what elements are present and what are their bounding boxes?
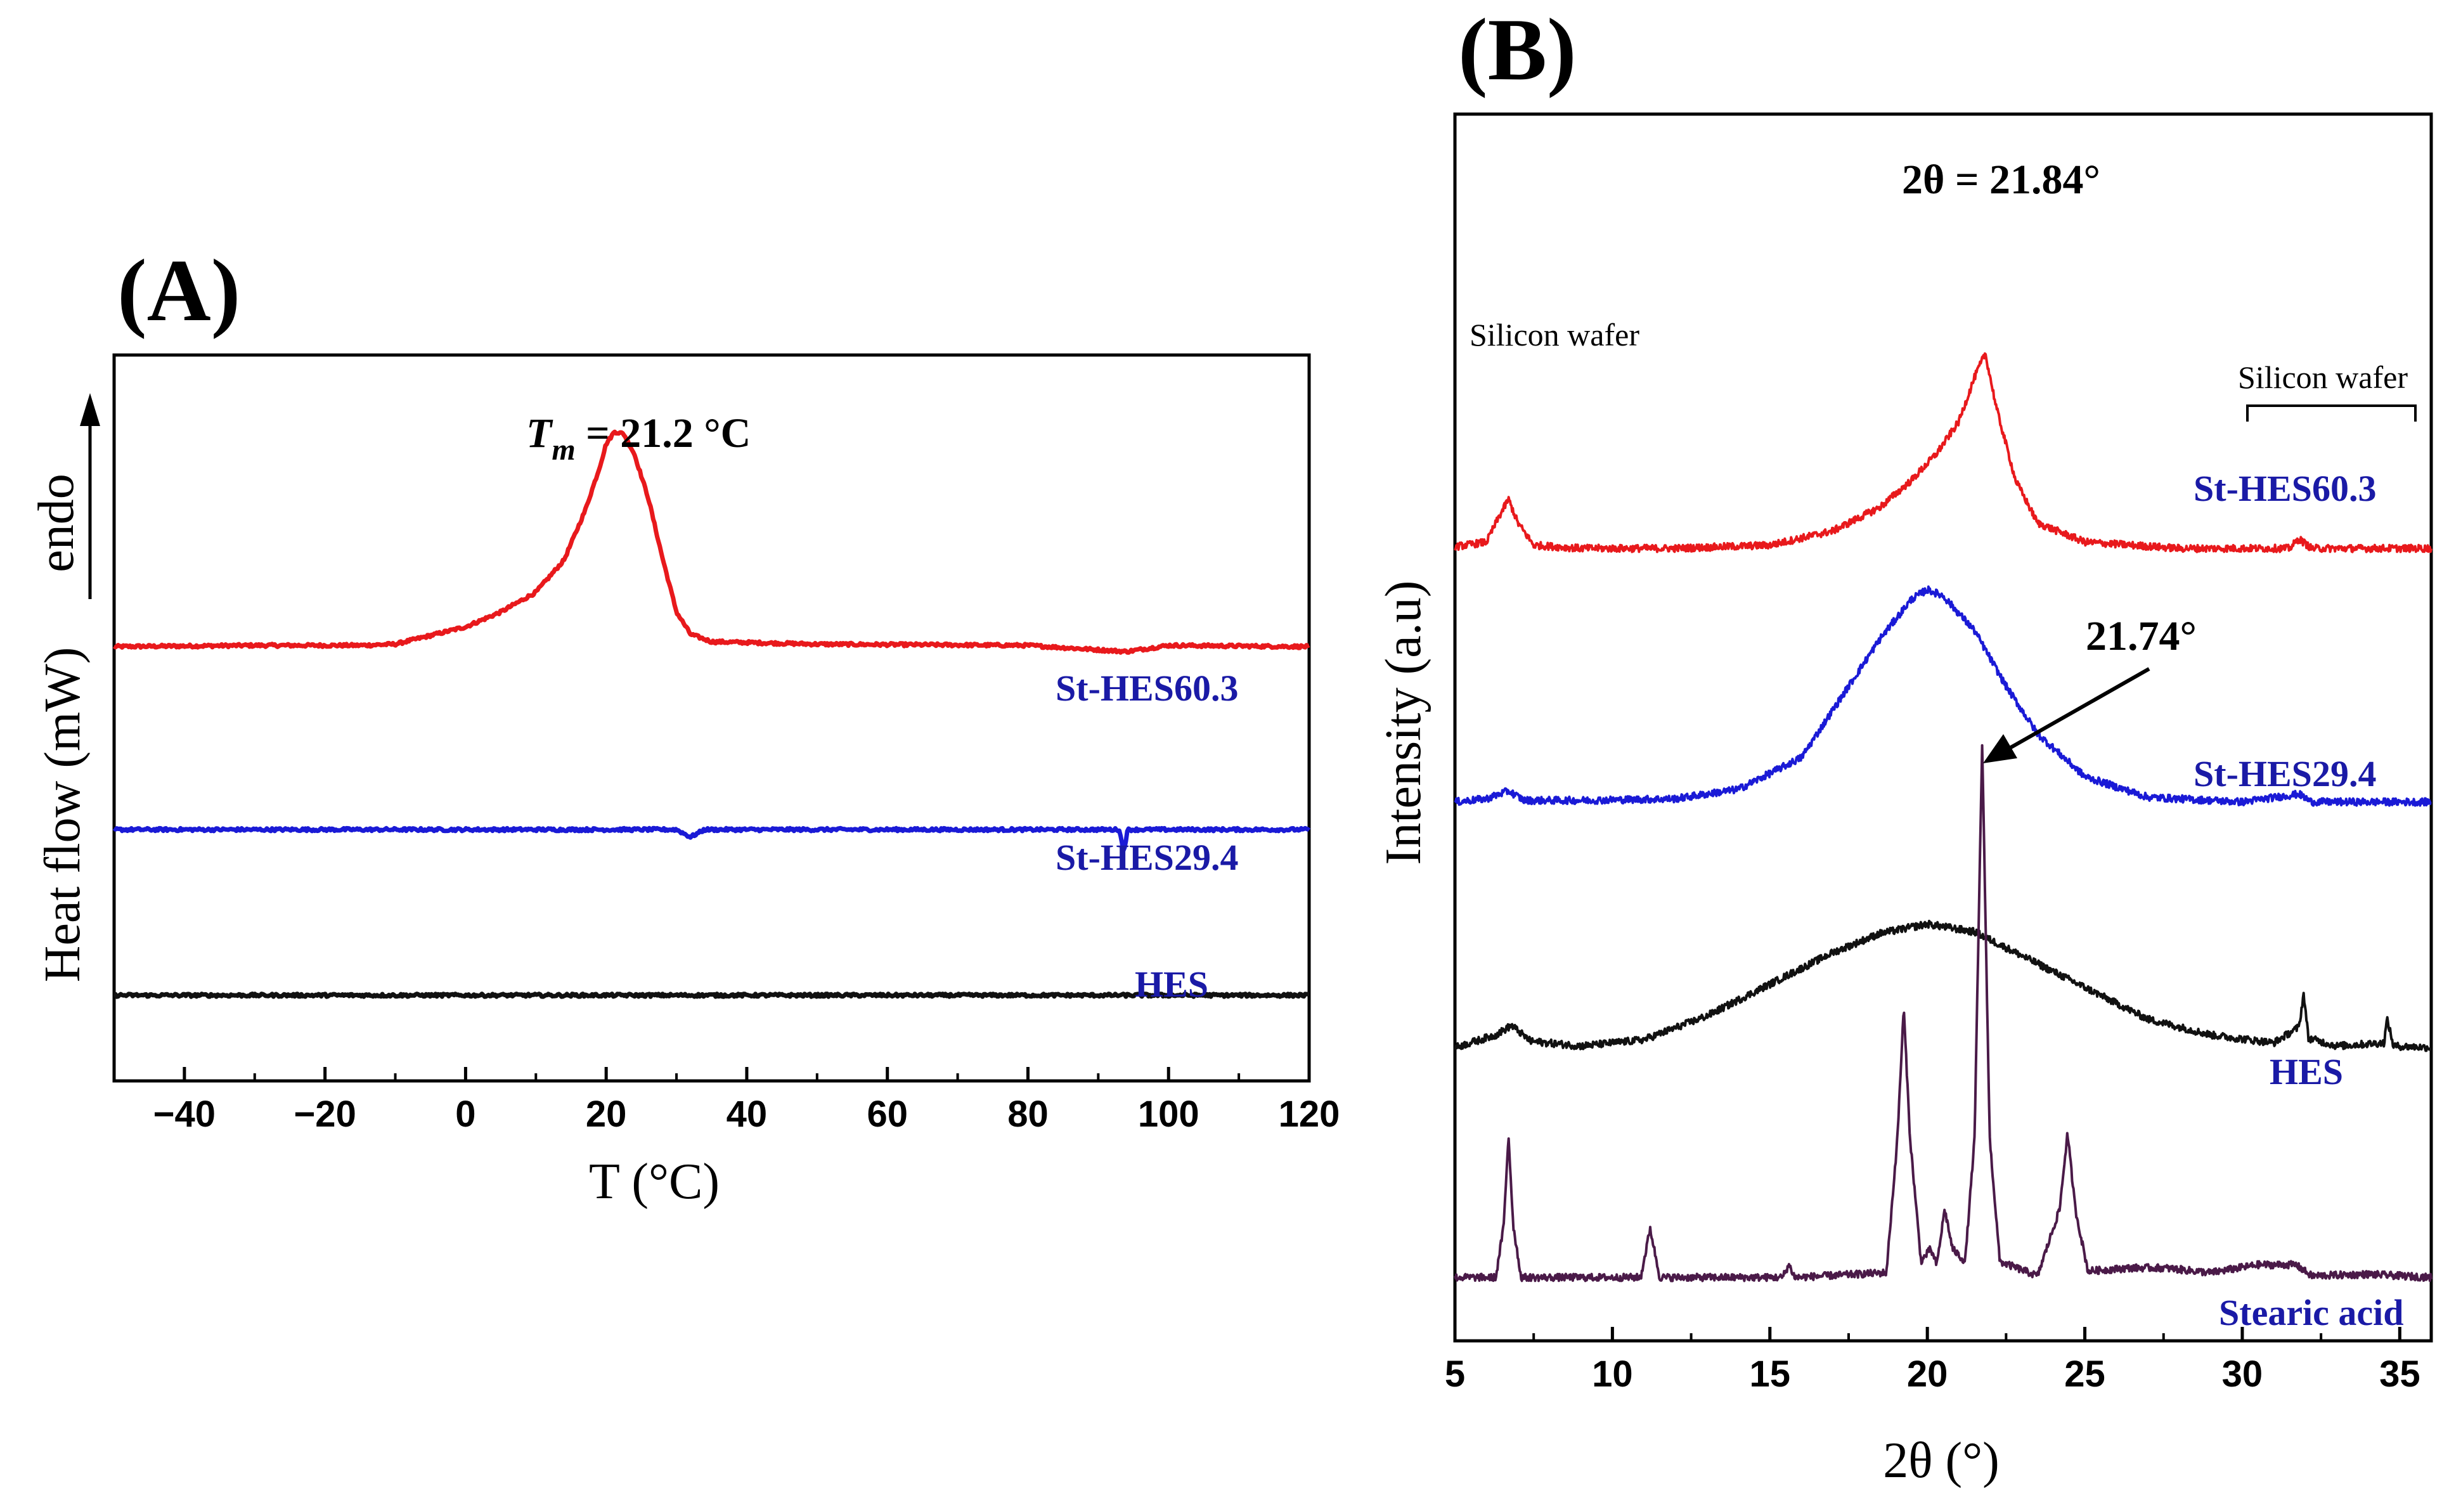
- annotation-arrow-head: [1983, 734, 2017, 763]
- series-label-st-hes29-4-a: St-HES29.4: [1056, 837, 1238, 878]
- panel-b-x-tick-label-25: 25: [2064, 1354, 2105, 1395]
- panel-a-x-tick-label-0: 0: [455, 1094, 475, 1135]
- annotation-2theta-21-84: 2θ = 21.84°: [1902, 157, 2100, 203]
- panel-b-x-tick-label-30: 30: [2222, 1354, 2263, 1395]
- tm-annotation-value: = 21.2 °C: [576, 410, 751, 456]
- panel-b-y-axis-title: Intensity (a.u): [1376, 581, 1431, 865]
- series-label-hes-b: HES: [2270, 1051, 2343, 1092]
- tm-annotation-symbol: T: [526, 410, 553, 456]
- annotation-silicon-wafer-right: Silicon wafer: [2238, 359, 2408, 395]
- panel-b-x-ticks: 5 10 15 20 25 30 35: [1445, 1327, 2420, 1395]
- annotation-arrow-shaft: [2008, 667, 2150, 750]
- panel-a-series-line-hes: [113, 992, 1310, 999]
- panel-a-x-ticks: −40 −20 0 20 40 60 80 100 120: [113, 1067, 1340, 1135]
- panel-b-x-tick-label-5: 5: [1445, 1354, 1465, 1395]
- panel-b-series-line-hes: [1454, 919, 2432, 1052]
- series-label-hes-a: HES: [1135, 964, 1208, 1005]
- panel-a-x-tick-label-20: 20: [586, 1094, 627, 1135]
- panel-a-x-tick-label-100: 100: [1138, 1094, 1199, 1135]
- panel-a-x-tick-label-40: −40: [153, 1094, 216, 1135]
- silicon-wafer-bracket: [2246, 404, 2417, 422]
- tm-annotation-subscript: m: [552, 433, 575, 467]
- panel-a-y-axis-title: Heat flow (mW): [35, 647, 91, 983]
- panel-b-series-line-st-hes29-4: [1454, 585, 2432, 807]
- panel-a-series-line-st-hes60-3: [112, 429, 1310, 655]
- series-label-stearic-acid: Stearic acid: [2219, 1292, 2404, 1333]
- panel-b-series: [1454, 352, 2433, 1283]
- panel-b-x-tick-label-15: 15: [1750, 1354, 1791, 1395]
- annotation-silicon-wafer-left: Silicon wafer: [1470, 317, 1639, 352]
- series-label-st-hes29-4-b: St-HES29.4: [2194, 753, 2376, 794]
- panel-a-x-tick-label-60: 60: [867, 1094, 908, 1135]
- panel-a-plot-frame: [112, 353, 1311, 1083]
- panel-b-x-axis-title: 2θ (°): [1883, 1433, 2000, 1489]
- endo-arrow-head: [80, 393, 100, 426]
- panel-b-x-tick-label-20: 20: [1907, 1354, 1948, 1395]
- panel-a-x-tick-label-80: 80: [1007, 1094, 1049, 1135]
- tm-annotation: Tm = 21.2 °C: [526, 410, 751, 467]
- panel-a: (A) −40 −20 0 20 40 60 80 100 120 T (°C) Heat fl…: [29, 242, 1340, 1210]
- series-label-st-hes60-3-a: St-HES60.3: [1056, 668, 1238, 709]
- panel-b: (B) 5 10 15 20 25 30 35 2θ (°) Intensity (a.u)…: [1376, 1, 2433, 1489]
- panel-b-x-tick-label-10: 10: [1592, 1354, 1633, 1395]
- panel-a-x-tick-label-20: −20: [294, 1094, 356, 1135]
- annotation-21-74: 21.74°: [2086, 613, 2197, 659]
- panel-a-x-axis-title: T (°C): [589, 1154, 720, 1210]
- endo-label: endo: [29, 474, 84, 572]
- panel-a-label: (A): [117, 242, 240, 340]
- panel-b-series-line-st-hes60-3: [1454, 352, 2433, 553]
- panel-a-series-line-st-hes29-4: [112, 825, 1311, 853]
- panel-b-series-line-stearic-acid: [1454, 744, 2433, 1283]
- panel-b-x-tick-label-35: 35: [2379, 1354, 2420, 1395]
- panel-b-plot-frame: [1453, 112, 2433, 1343]
- panel-a-x-tick-label-120: 120: [1279, 1094, 1340, 1135]
- panel-b-label: (B): [1458, 1, 1577, 99]
- panel-a-series: [112, 429, 1311, 999]
- series-label-st-hes60-3-b: St-HES60.3: [2194, 468, 2376, 509]
- panel-a-x-tick-label-40: 40: [727, 1094, 768, 1135]
